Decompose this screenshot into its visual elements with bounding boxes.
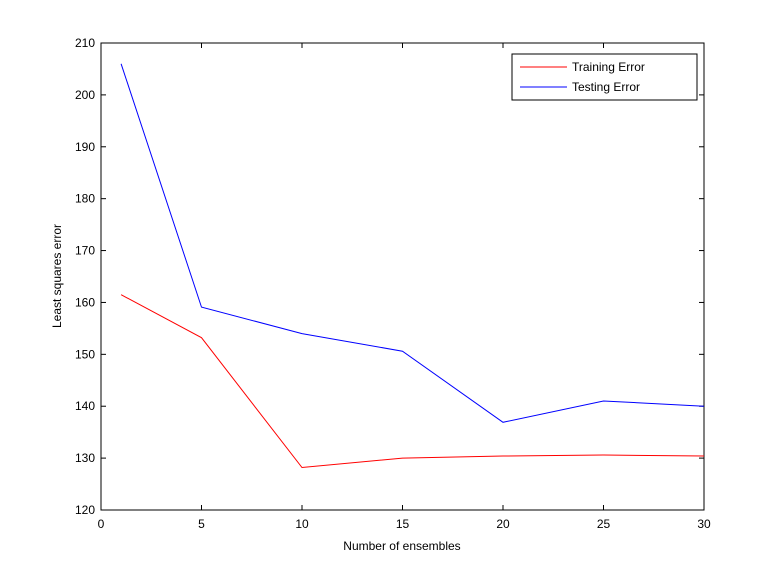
y-tick-label: 200 [75,88,95,102]
legend-box [511,53,698,101]
x-tick-label: 10 [295,517,309,531]
y-tick-label: 180 [75,192,95,206]
x-tick-label: 0 [98,517,105,531]
series-line-training-error [120,294,705,469]
y-tick-label: 130 [75,451,95,465]
x-tick-label: 30 [697,517,711,531]
x-axis-label: Number of ensembles [343,539,460,553]
y-tick-label: 160 [75,295,95,309]
x-tick-label: 25 [597,517,611,531]
plot-area [100,42,705,511]
y-tick-label: 170 [75,244,95,258]
x-tick-label: 20 [496,517,510,531]
x-tick-label: 15 [396,517,410,531]
y-tick-label: 140 [75,399,95,413]
y-axis-label: Least squares error [50,224,64,328]
axis-ticks: 0 5 10 15 20 25 30 120 130 140 150 160 170 180 190 200 2… [75,36,711,531]
y-tick-label: 120 [75,503,95,517]
legend-label-testing: Testing Error [572,80,640,94]
y-tick-label: 150 [75,347,95,361]
y-tick-label: 190 [75,140,95,154]
legend-label-training: Training Error [572,60,645,74]
series-line-testing-error [120,63,705,423]
series-layer [120,63,705,469]
y-tick-label: 210 [75,36,95,50]
legend: Training Error Testing Error [511,53,698,101]
x-tick-label: 5 [198,517,205,531]
